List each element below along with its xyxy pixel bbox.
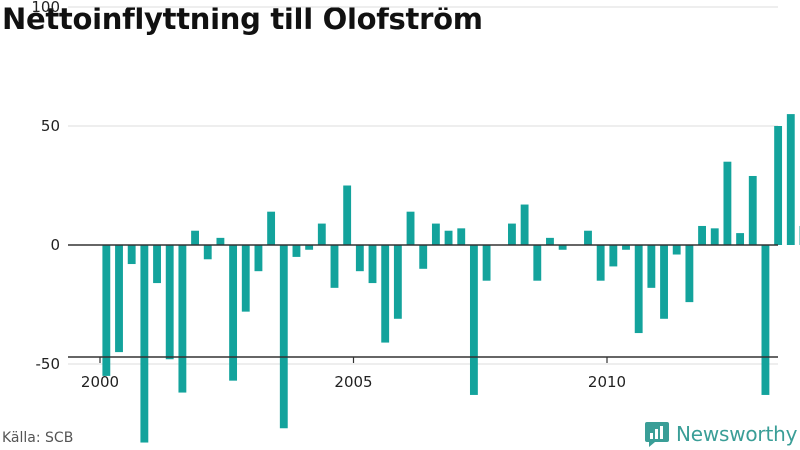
bar	[685, 245, 694, 303]
bar	[165, 245, 174, 360]
chart-title: Nettoinflyttning till Olofström	[2, 2, 483, 36]
gridlines	[68, 6, 778, 365]
bar	[267, 211, 276, 245]
bar	[393, 245, 402, 319]
bar	[786, 114, 795, 245]
bar	[457, 228, 466, 245]
axes	[68, 244, 778, 363]
bar	[178, 245, 187, 393]
bar	[660, 245, 668, 319]
bar	[153, 245, 161, 284]
bars	[102, 114, 800, 443]
bar	[736, 233, 745, 245]
bar	[254, 245, 263, 272]
source-label: Källa: SCB	[2, 430, 74, 446]
bar	[609, 245, 618, 267]
x-tick-label: 2000	[81, 373, 119, 391]
bar	[546, 237, 554, 245]
brand-logo[interactable]: Newsworthy	[644, 420, 797, 448]
bar	[343, 185, 352, 245]
bar	[317, 223, 326, 245]
tick-labels: -50050100200020052010201520202025	[31, 0, 626, 391]
bar	[368, 245, 377, 284]
bar	[533, 245, 542, 281]
bar	[622, 245, 630, 250]
bar	[355, 245, 364, 272]
brand-name: Newsworthy	[676, 422, 798, 446]
bar	[102, 245, 111, 376]
bar	[558, 245, 567, 250]
bar	[431, 223, 440, 245]
bar	[596, 245, 605, 281]
y-tick-label: 50	[41, 117, 60, 135]
bar	[469, 245, 478, 395]
y-tick-label: -50	[36, 355, 61, 373]
bar	[584, 230, 592, 245]
bar	[419, 245, 428, 269]
bar	[647, 245, 656, 288]
bar	[761, 245, 770, 395]
bar	[774, 126, 783, 245]
bar	[279, 245, 288, 429]
bar	[520, 204, 529, 245]
bar	[203, 245, 212, 260]
bar	[330, 245, 339, 288]
bar	[241, 245, 250, 312]
x-tick-label: 2005	[334, 373, 372, 391]
bar	[710, 228, 719, 245]
bar	[508, 223, 516, 245]
bar	[723, 161, 732, 245]
newsworthy-logo-icon	[645, 422, 669, 447]
y-tick-label: 0	[50, 236, 60, 254]
bar	[191, 230, 199, 245]
bar	[698, 225, 706, 245]
bar	[140, 245, 149, 443]
bar	[672, 245, 681, 255]
bar	[305, 245, 314, 250]
bar	[406, 211, 415, 245]
bar	[748, 175, 757, 245]
bar	[444, 230, 453, 245]
x-tick-label: 2010	[588, 373, 626, 391]
bar	[216, 237, 225, 245]
bar	[482, 245, 491, 281]
y-tick-label: 100	[31, 0, 60, 16]
bar	[292, 245, 301, 257]
bar	[381, 245, 390, 343]
bar	[229, 245, 238, 381]
bar	[115, 245, 123, 353]
bar	[127, 245, 136, 265]
bar	[634, 245, 643, 334]
